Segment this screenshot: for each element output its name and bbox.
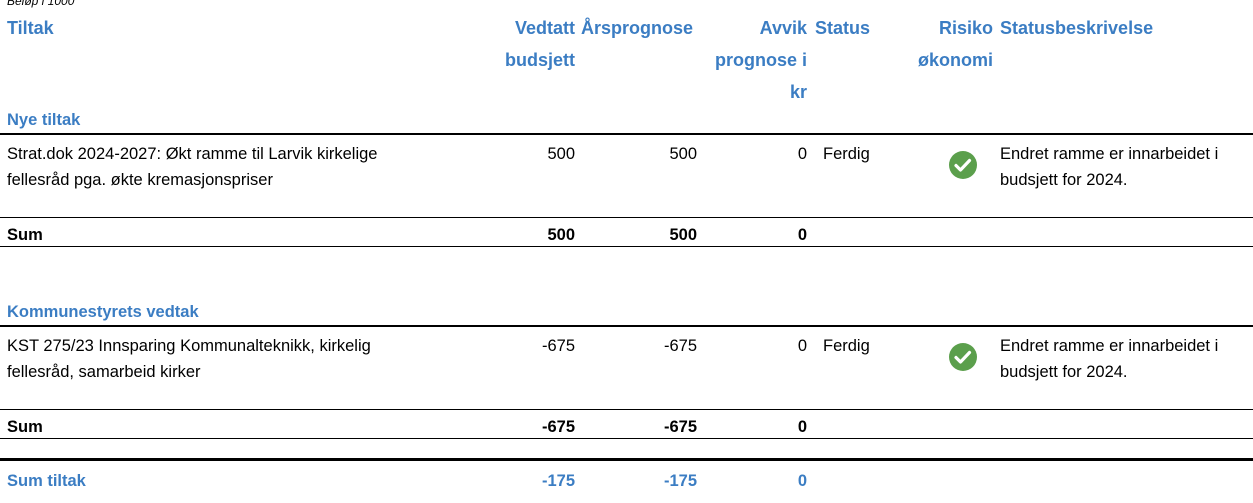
sum-value: -175: [663, 472, 697, 490]
cell-number: -675: [541, 337, 575, 355]
col-header: Vedtatt budsjett: [505, 18, 575, 70]
rule: [0, 438, 1253, 439]
col-header: Status: [815, 18, 871, 38]
sum-value: -675: [663, 418, 697, 436]
cell: Ferdig: [823, 145, 870, 163]
section-title: Nye tiltak: [7, 111, 81, 129]
sum-label: Sum tiltak: [7, 472, 86, 490]
rule: [0, 246, 1253, 247]
cell-number: 500: [547, 145, 575, 163]
cell: Endret ramme er innarbeidet i budsjett f…: [1000, 145, 1219, 189]
sum-value: 0: [797, 472, 807, 490]
sum-label: Sum: [7, 226, 43, 244]
rule: [0, 217, 1253, 218]
rule: [0, 325, 1253, 327]
col-header: Tiltak: [7, 18, 54, 38]
rule: [0, 133, 1253, 135]
sum-value: 500: [669, 226, 697, 244]
sum-label: Sum: [7, 418, 43, 436]
cell: Ferdig: [823, 337, 870, 355]
cell-number: -675: [663, 337, 697, 355]
status-icon: [949, 151, 977, 179]
rule: [0, 409, 1253, 410]
cell-number: 0: [797, 145, 807, 163]
col-header: Avvik prognose i kr: [714, 18, 807, 102]
col-header: Årsprognose: [581, 18, 694, 38]
rule: [0, 458, 1253, 461]
cell: KST 275/23 Innsparing Kommunalteknikk, k…: [7, 337, 371, 381]
cell: Endret ramme er innarbeidet i budsjett f…: [1000, 337, 1219, 381]
sum-value: 0: [797, 226, 807, 244]
caption: Beløp i 1000: [7, 0, 75, 8]
sum-value: -175: [541, 472, 575, 490]
col-header: Statusbeskrivelse: [1000, 18, 1154, 38]
col-header: Risiko økonomi: [918, 18, 993, 70]
sum-value: -675: [541, 418, 575, 436]
sum-value: 500: [547, 226, 575, 244]
cell-number: 500: [669, 145, 697, 163]
sum-value: 0: [797, 418, 807, 436]
cell-number: 0: [797, 337, 807, 355]
section-title: Kommunestyrets vedtak: [7, 303, 199, 321]
cell: Strat.dok 2024-2027: Økt ramme til Larvi…: [7, 145, 378, 189]
status-icon: [949, 343, 977, 371]
